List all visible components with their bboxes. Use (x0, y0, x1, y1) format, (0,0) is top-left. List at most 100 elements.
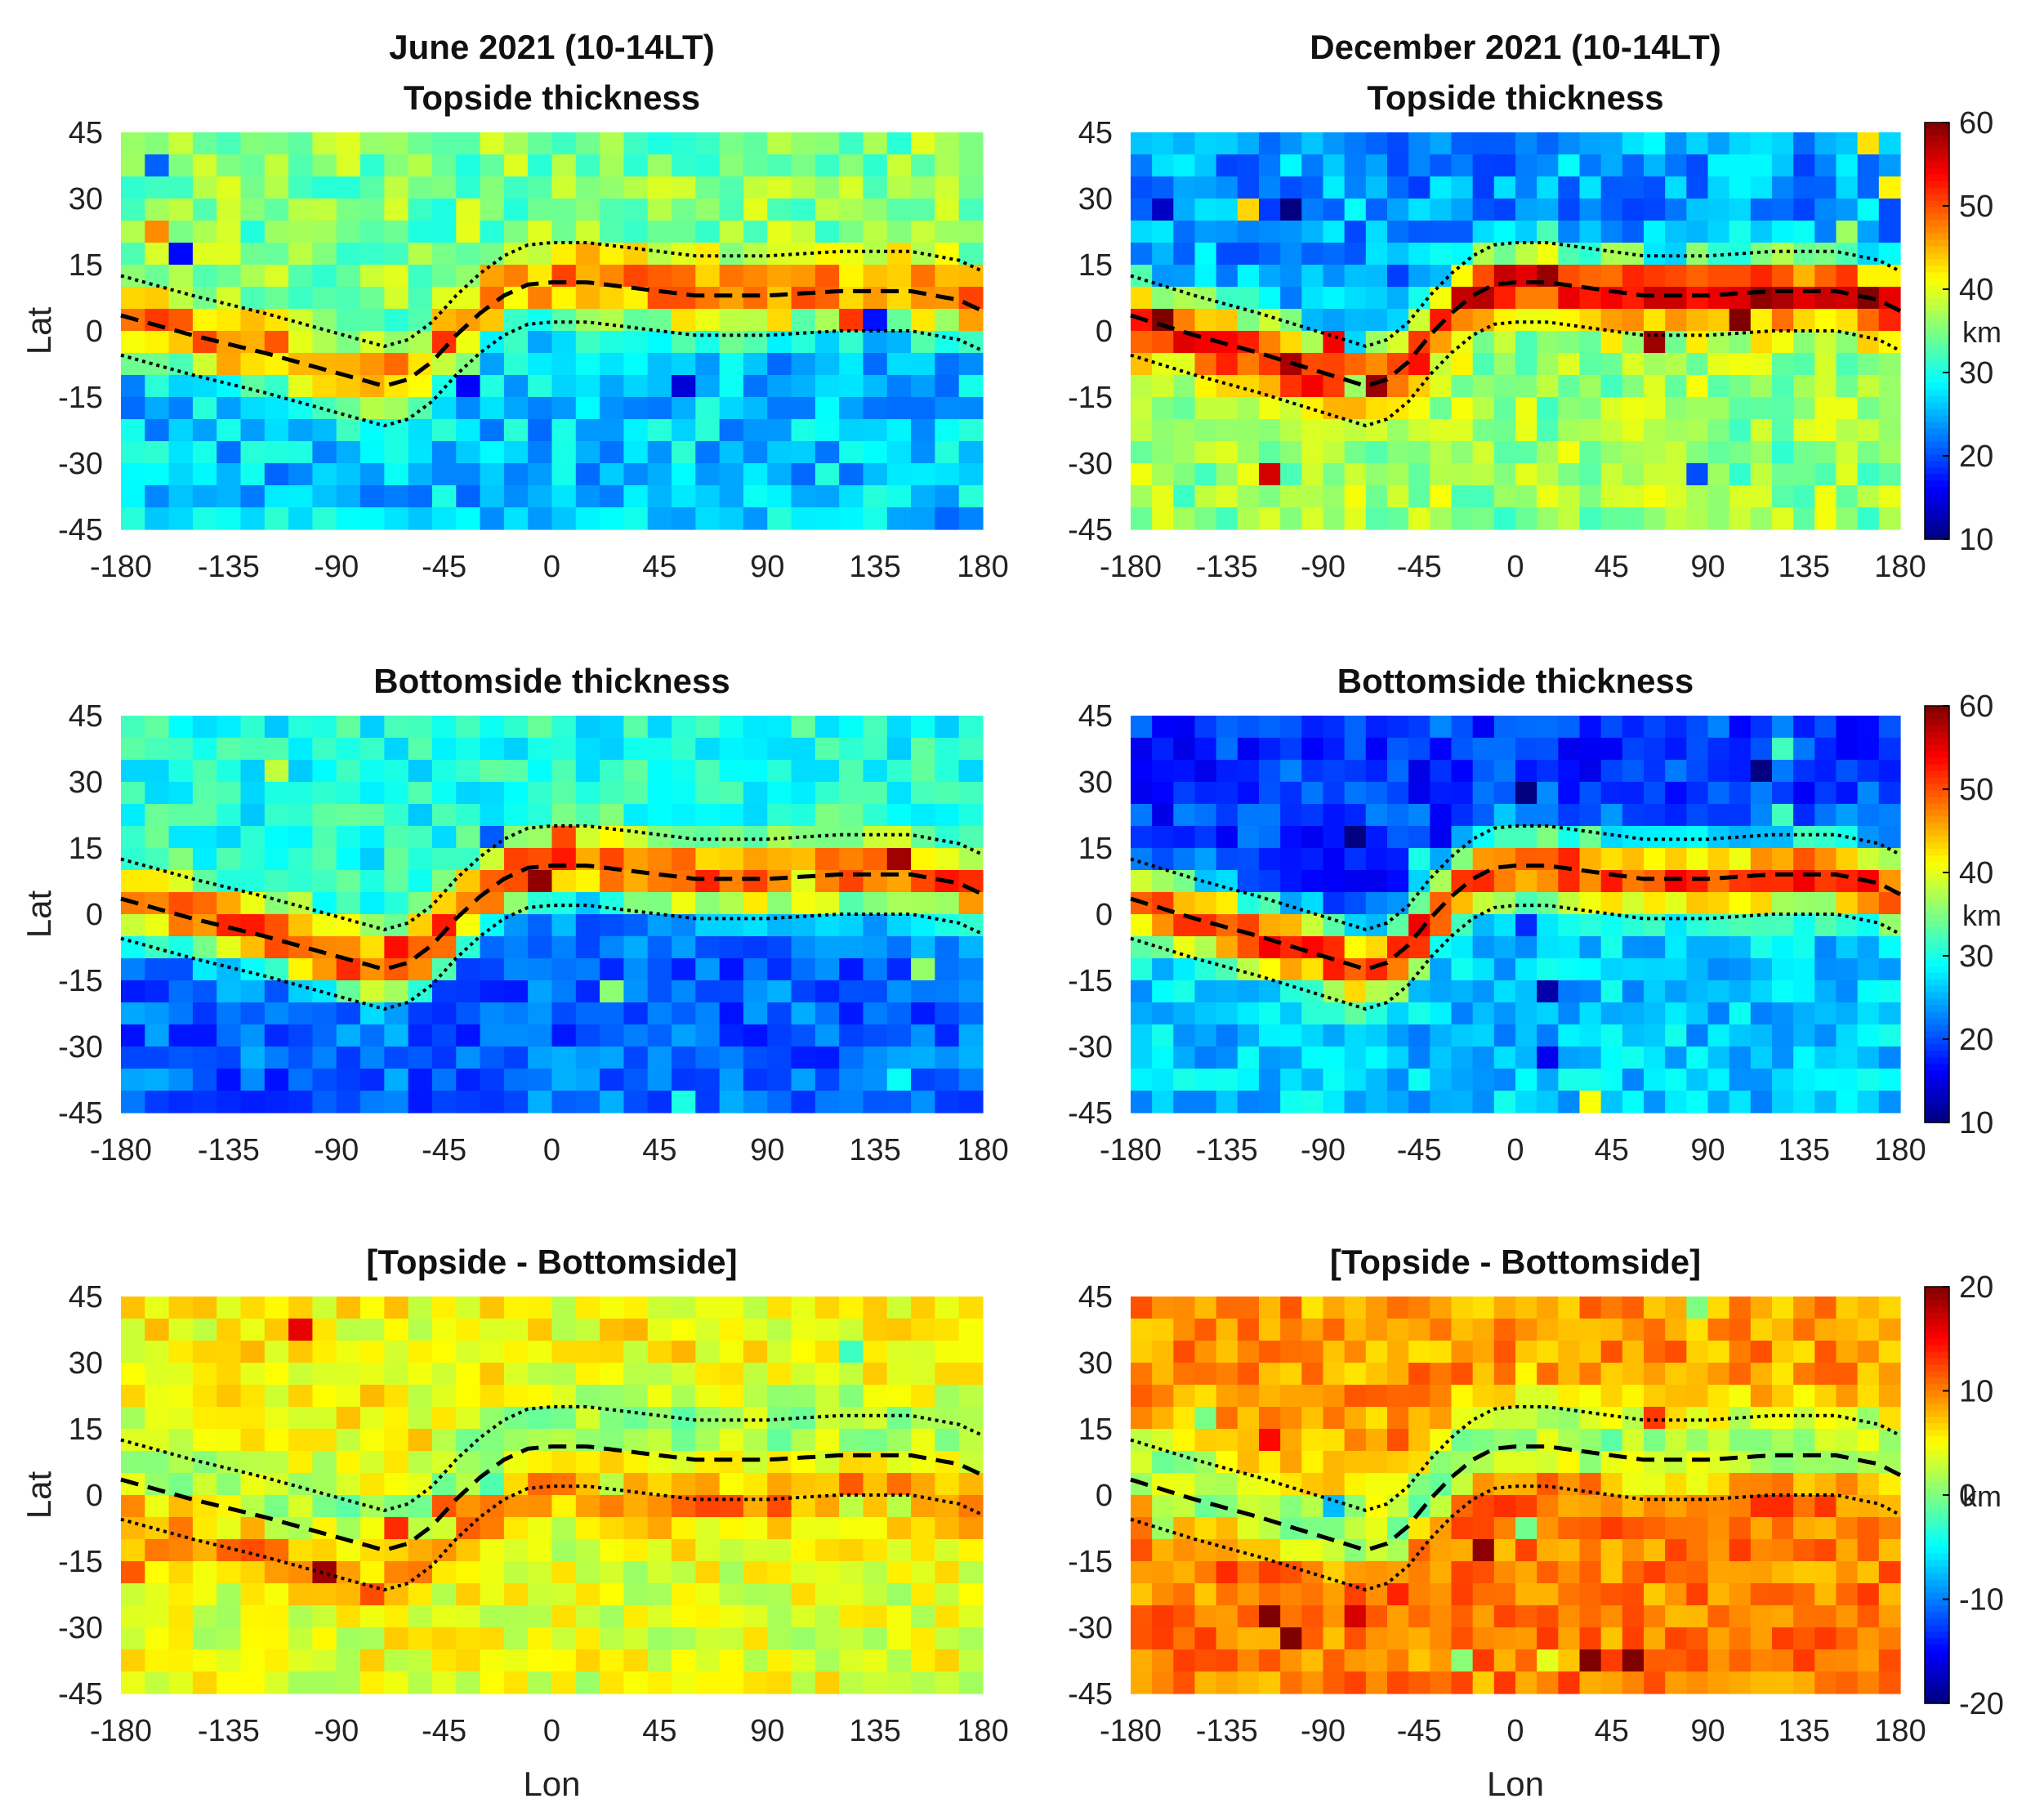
colorbar-segment (1925, 1579, 1949, 1587)
heatmap-cell (672, 265, 696, 288)
y-tick-label: -45 (1068, 1096, 1113, 1131)
heatmap-cell (1558, 1649, 1581, 1672)
heatmap-cell (1707, 397, 1730, 420)
heatmap-cell (1280, 1024, 1302, 1047)
heatmap-cell (1259, 782, 1281, 805)
heatmap-cell (1644, 1517, 1666, 1540)
y-tick-label: -15 (1068, 381, 1113, 415)
heatmap-cell (1152, 848, 1174, 871)
heatmap-cell (886, 375, 912, 398)
heatmap-cell (192, 782, 217, 805)
heatmap-cell (408, 1583, 433, 1606)
heatmap-cell (145, 1539, 170, 1562)
heatmap-cell (456, 958, 481, 981)
heatmap-cell (600, 375, 625, 398)
heatmap-cell (240, 1561, 266, 1584)
heatmap-cell (575, 1451, 600, 1474)
heatmap-cell (1793, 892, 1815, 915)
heatmap-cell (1665, 1024, 1687, 1047)
heatmap-cell (1665, 309, 1687, 332)
heatmap-cell (456, 1297, 481, 1319)
heatmap-cell (672, 309, 696, 332)
heatmap-cell (1644, 804, 1666, 827)
heatmap-cell (408, 243, 433, 266)
heatmap-cell (743, 1385, 768, 1408)
y-tick-label: 0 (86, 898, 103, 932)
heatmap-cell (863, 1517, 888, 1540)
heatmap-cell (1131, 1091, 1153, 1114)
heatmap-cell (1472, 892, 1495, 915)
heatmap-cell (814, 485, 840, 508)
colorbar-segment (1925, 1546, 1949, 1555)
heatmap-cell (1301, 1429, 1324, 1452)
heatmap-cell (312, 176, 337, 199)
heatmap-cell (551, 221, 577, 243)
heatmap-cell (958, 958, 984, 981)
heatmap-cell (336, 265, 361, 288)
heatmap-cell (1493, 397, 1516, 420)
colorbar-segment (1925, 901, 1949, 908)
heatmap-cell (1515, 507, 1537, 530)
heatmap-cell (264, 980, 289, 1003)
heatmap-cell (958, 221, 984, 243)
heatmap-cell (1194, 958, 1217, 981)
heatmap-cell (431, 1091, 457, 1114)
heatmap-cell (1600, 353, 1623, 376)
heatmap-cell (1558, 154, 1581, 177)
heatmap-cell (1686, 1473, 1709, 1496)
heatmap-cell (1836, 1561, 1859, 1584)
heatmap-cell (863, 507, 888, 530)
heatmap-cell (1365, 154, 1388, 177)
heatmap-cell (408, 265, 433, 288)
heatmap-cell (408, 1341, 433, 1363)
heatmap-cell (1323, 1605, 1346, 1628)
heatmap-cell (791, 1649, 816, 1672)
colorbar-segment (1925, 823, 1949, 831)
heatmap-cell (1301, 154, 1324, 177)
heatmap-cell (1173, 463, 1196, 486)
heatmap-cell (1259, 507, 1281, 530)
heatmap-cell (1323, 1341, 1346, 1363)
heatmap-cell (1600, 1473, 1623, 1496)
heatmap-cell (1644, 176, 1666, 199)
heatmap-cell (886, 1517, 912, 1540)
colorbar-segment (1925, 1103, 1949, 1110)
heatmap-cell (1772, 1517, 1794, 1540)
heatmap-cell (1579, 154, 1602, 177)
heatmap-cell (886, 1341, 912, 1363)
heatmap-cell (456, 826, 481, 849)
heatmap-cell (1493, 1069, 1516, 1091)
heatmap-cell (192, 936, 217, 959)
heatmap-cell (264, 287, 289, 310)
heatmap-cell (1259, 1002, 1281, 1025)
heatmap-cell (1430, 1649, 1453, 1672)
heatmap-cell (1558, 199, 1581, 221)
heatmap-cell (1131, 760, 1153, 783)
heatmap-cell (551, 397, 577, 420)
heatmap-cell (145, 1473, 170, 1496)
heatmap-cell (1665, 507, 1687, 530)
heatmap-cell (1857, 1473, 1880, 1496)
heatmap-cell (384, 848, 409, 871)
heatmap-cell (623, 760, 649, 783)
heatmap-cell (216, 848, 242, 871)
heatmap-cell (1793, 1605, 1815, 1628)
heatmap-cell (1579, 1069, 1602, 1091)
heatmap-cell (672, 507, 696, 530)
heatmap-cell (695, 1047, 721, 1069)
heatmap-cell (743, 958, 768, 981)
heatmap-cell (1644, 397, 1666, 420)
heatmap-cell (1301, 397, 1324, 420)
heatmap-cell (336, 1605, 361, 1628)
heatmap-cell (623, 980, 649, 1003)
colorbar-segment (1925, 895, 1949, 902)
heatmap-cell (121, 738, 145, 761)
heatmap-cell (1857, 1671, 1880, 1694)
heatmap-cell (791, 1429, 816, 1452)
heatmap-cell (767, 1627, 792, 1650)
colorbar-segment (1925, 783, 1949, 792)
heatmap-cell (1857, 463, 1880, 486)
heatmap-cell (1793, 782, 1815, 805)
heatmap-cell (1408, 738, 1430, 761)
heatmap-cell (1430, 309, 1453, 332)
